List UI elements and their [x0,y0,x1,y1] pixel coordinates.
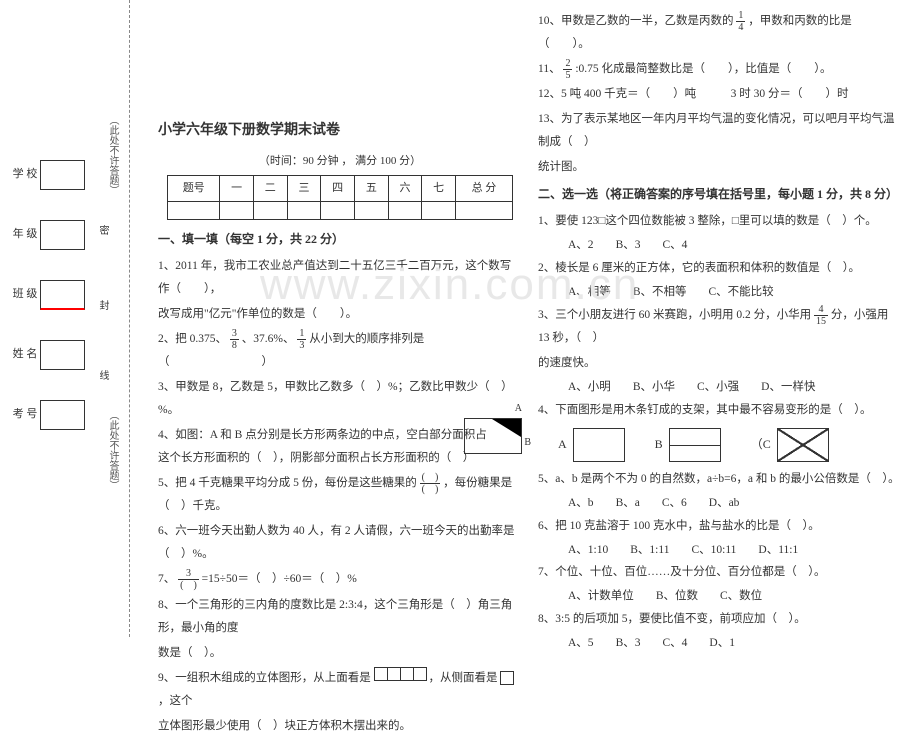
student-info-boxes: 学 校 年 级 班 级 姓 名 考 号 [10,160,90,460]
frac-13: 13 [297,328,306,351]
qb4-label-a: A [558,433,567,456]
qb3-opts: A、小明B、小华C、小强D、一样快 [538,377,902,399]
frac-3blank: 3( ) [178,568,199,591]
box-school [40,160,85,190]
qb4-label-c: （C [751,433,771,456]
qb1: 1、要使 123□这个四位数能被 3 整除，□里可以填的数是（ ）个。 [538,210,902,233]
qa5: 5、把 4 千克糖果平均分成 5 份，每份是这些糖果的 ( )( ) ，每份糖果… [158,472,522,518]
qb5-opts: A、bB、aC、6D、ab [538,493,902,515]
qa13b: 统计图。 [538,156,902,179]
qa10: 10、甲数是乙数的一半，乙数是丙数的 14 ，甲数和丙数的比是（ ）。 [538,10,902,56]
qa7: 7、 3( ) =15÷50＝（ ）÷60＝（ ）% [158,568,522,591]
qa13a: 13、为了表示某地区一年内月平均气温的变化情况，可以吧月平均气温制成（ ） [538,108,902,154]
score-hdr-8: 总 分 [456,176,513,202]
score-hdr-2: 二 [253,176,287,202]
qa8b: 数是（ ）。 [158,642,522,665]
seal-char-mi: 密 [95,225,110,235]
qb3c: 的速度快。 [538,352,902,375]
score-hdr-3: 三 [287,176,321,202]
label-grade: 年 级 [10,227,40,242]
qb2: 2、棱长是 6 厘米的正方体，它的表面积和体积的数值是（ ）。 [538,257,902,280]
exam-title: 小学六年级下册数学期末试卷 [158,118,522,145]
frac-415: 415 [814,304,828,327]
section-a-title: 一、填一填（每空 1 分，共 22 分） [158,228,522,251]
column-left: 小学六年级下册数学期末试卷 （时间：90 分钟 ， 满分 100 分） 题号 一… [150,10,530,627]
frac-25: 25 [563,58,572,81]
shape-a [573,428,625,462]
qb1-opts: A、2B、3C、4 [538,235,902,257]
frac-14: 14 [736,10,745,33]
seal-char-xian: 线 [95,370,110,380]
qa9: 9、一组积木组成的立体图形，从上面看是 ，从侧面看是 ，这个 [158,667,522,713]
frac-blank: ( )( ) [420,472,441,495]
qa2: 2、把 0.375、 38 、37.6%、 13 从小到大的顺序排列是（ ） [158,328,522,374]
section-b-title: 二、选一选（将正确答案的序号填在括号里，每小题 1 分，共 8 分） [538,183,902,206]
qa4: 4、如图：A 和 B 点分别是长方形两条边的中点，空白部分面积占 B 这个长方形… [158,424,522,470]
shape-c [777,428,829,462]
label-school: 学 校 [10,167,40,182]
score-hdr-6: 六 [388,176,422,202]
qa1b: 改写成用"亿元"作单位的数是（ ）。 [158,303,522,326]
label-examno: 考 号 [10,407,40,422]
no-answer-note-bottom: ︵此处不许答题︶ [105,410,120,490]
qa8a: 8、一个三角形的三内角的度数比是 2:3:4，这个三角形是（ ）角三角形，最小角… [158,594,522,640]
qb6-opts: A、1:10B、1:11C、10:11D、11:1 [538,540,902,562]
no-answer-note-top: ︵此处不许答题︶ [105,115,120,195]
qb3: 3、三个小朋友进行 60 米赛跑，小明用 0.2 分，小华用 415 分，小强用… [538,304,902,350]
score-hdr-4: 四 [321,176,355,202]
qb5: 5、a、b 是两个不为 0 的自然数，a÷b=6，a 和 b 的最小公倍数是（ … [538,468,902,491]
qa6: 6、六一班今天出勤人数为 40 人，有 2 人请假，六一班今天的出勤率是（ ）%… [158,520,522,566]
label-name: 姓 名 [10,347,40,362]
side-view-box [500,671,514,685]
box-examno [40,400,85,430]
qb7: 7、个位、十位、百位……及十分位、百分位都是（ ）。 [538,561,902,584]
score-hdr-0: 题号 [168,176,220,202]
qa12: 12、5 吨 400 千克＝（ ）吨 3 时 30 分＝（ ）时 [538,83,902,106]
qa9d: 立体图形最少使用（ ）块正方体积木摆出来的。 [158,715,522,738]
rect-figure: B [464,418,522,454]
qb2-opts: A、相等B、不相等C、不能比较 [538,282,902,304]
score-hdr-7: 七 [422,176,456,202]
box-grade [40,220,85,250]
qb4: 4、下面图形是用木条钉成的支架，其中最不容易变形的是（ ）。 [538,399,902,422]
qa1a: 1、2011 年，我市工农业总产值达到二十五亿三千二百万元，这个数写作（ ）， [158,255,522,301]
score-hdr-5: 五 [354,176,388,202]
shape-b [669,428,721,462]
page-content: 小学六年级下册数学期末试卷 （时间：90 分钟 ， 满分 100 分） 题号 一… [130,0,920,637]
frac-38: 38 [230,328,239,351]
box-name [40,340,85,370]
qb6: 6、把 10 克盐溶于 100 克水中，盐与盐水的比是（ ）。 [538,515,902,538]
binding-margin: ︵此处不许答题︶ 密 封 线 ︵此处不许答题︶ 学 校 年 级 班 级 姓 名 … [0,0,130,637]
qa3: 3、甲数是 8，乙数是 5，甲数比乙数多（ ）%；乙数比甲数少（ ）%。 A [158,376,522,422]
seal-char-feng: 封 [95,300,110,310]
qb4-label-b: B [655,433,663,456]
top-view-boxes [374,667,426,690]
qa11: 11、 25 :0.75 化成最简整数比是（ ），比值是（ ）。 [538,58,902,81]
qb8: 8、3:5 的后项加 5，要使比值不变，前项应加（ ）。 [538,608,902,631]
label-class: 班 级 [10,287,40,302]
qb4-shapes: A B （C [558,428,902,462]
qb7-opts: A、计数单位B、位数C、数位 [538,586,902,608]
score-table: 题号 一 二 三 四 五 六 七 总 分 [167,175,513,220]
box-class [40,280,85,310]
column-right: 10、甲数是乙数的一半，乙数是丙数的 14 ，甲数和丙数的比是（ ）。 11、 … [530,10,910,627]
score-hdr-1: 一 [220,176,254,202]
exam-sub: （时间：90 分钟 ， 满分 100 分） [158,151,522,172]
